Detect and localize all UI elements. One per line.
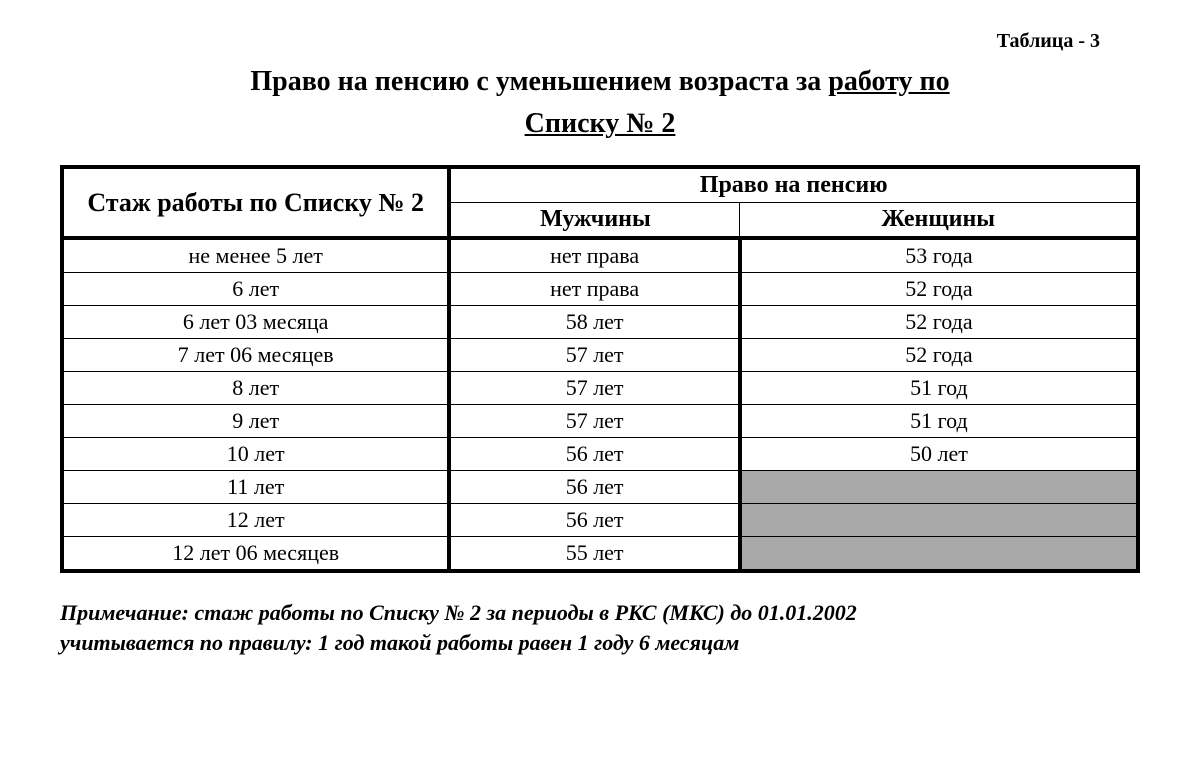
cell-women: 52 года — [740, 306, 1138, 339]
cell-men: 56 лет — [449, 438, 740, 471]
header-pravo: Право на пенсию — [449, 167, 1138, 203]
footnote: Примечание: стаж работы по Списку № 2 за… — [60, 598, 1140, 657]
header-men: Мужчины — [449, 203, 740, 239]
table-row: 12 лет56 лет — [62, 504, 1138, 537]
table-row: не менее 5 летнет права53 года — [62, 238, 1138, 273]
footnote-line-1: Примечание: стаж работы по Списку № 2 за… — [60, 600, 857, 625]
cell-stazh: 9 лет — [62, 405, 449, 438]
table-row: 10 лет56 лет50 лет — [62, 438, 1138, 471]
cell-stazh: 12 лет 06 месяцев — [62, 537, 449, 572]
header-women: Женщины — [740, 203, 1138, 239]
cell-men: нет права — [449, 273, 740, 306]
cell-stazh: 7 лет 06 месяцев — [62, 339, 449, 372]
cell-stazh: 6 лет 03 месяца — [62, 306, 449, 339]
table-body: не менее 5 летнет права53 года6 летнет п… — [62, 238, 1138, 571]
cell-women: 51 год — [740, 405, 1138, 438]
footnote-line-2: учитывается по правилу: 1 год такой рабо… — [60, 630, 739, 655]
cell-men: 57 лет — [449, 405, 740, 438]
cell-women — [740, 537, 1138, 572]
table-number-label: Таблица - 3 — [60, 30, 1140, 53]
cell-stazh: 11 лет — [62, 471, 449, 504]
cell-men: 57 лет — [449, 339, 740, 372]
cell-men: 55 лет — [449, 537, 740, 572]
cell-women: 52 года — [740, 339, 1138, 372]
cell-men: 56 лет — [449, 471, 740, 504]
cell-women — [740, 471, 1138, 504]
table-row: 12 лет 06 месяцев55 лет — [62, 537, 1138, 572]
table-row: 8 лет57 лет51 год — [62, 372, 1138, 405]
cell-women: 52 года — [740, 273, 1138, 306]
cell-women: 51 год — [740, 372, 1138, 405]
table-row: 6 летнет права52 года — [62, 273, 1138, 306]
pension-table: Стаж работы по Списку № 2 Право на пенси… — [60, 165, 1140, 573]
header-stazh: Стаж работы по Списку № 2 — [62, 167, 449, 238]
cell-men: 56 лет — [449, 504, 740, 537]
title-underlined-1: работу по — [828, 66, 949, 97]
cell-women: 53 года — [740, 238, 1138, 273]
cell-men: 57 лет — [449, 372, 740, 405]
cell-men: 58 лет — [449, 306, 740, 339]
title-underlined-2: Списку № 2 — [525, 108, 676, 139]
table-row: 9 лет57 лет51 год — [62, 405, 1138, 438]
cell-stazh: 12 лет — [62, 504, 449, 537]
cell-men: нет права — [449, 238, 740, 273]
cell-stazh: 10 лет — [62, 438, 449, 471]
cell-stazh: не менее 5 лет — [62, 238, 449, 273]
cell-women — [740, 504, 1138, 537]
cell-stazh: 8 лет — [62, 372, 449, 405]
table-row: 11 лет56 лет — [62, 471, 1138, 504]
table-row: 7 лет 06 месяцев57 лет52 года — [62, 339, 1138, 372]
cell-women: 50 лет — [740, 438, 1138, 471]
page-title: Право на пенсию с уменьшением возраста з… — [60, 61, 1140, 145]
title-text-plain: Право на пенсию с уменьшением возраста з… — [250, 66, 828, 97]
table-row: 6 лет 03 месяца58 лет52 года — [62, 306, 1138, 339]
cell-stazh: 6 лет — [62, 273, 449, 306]
